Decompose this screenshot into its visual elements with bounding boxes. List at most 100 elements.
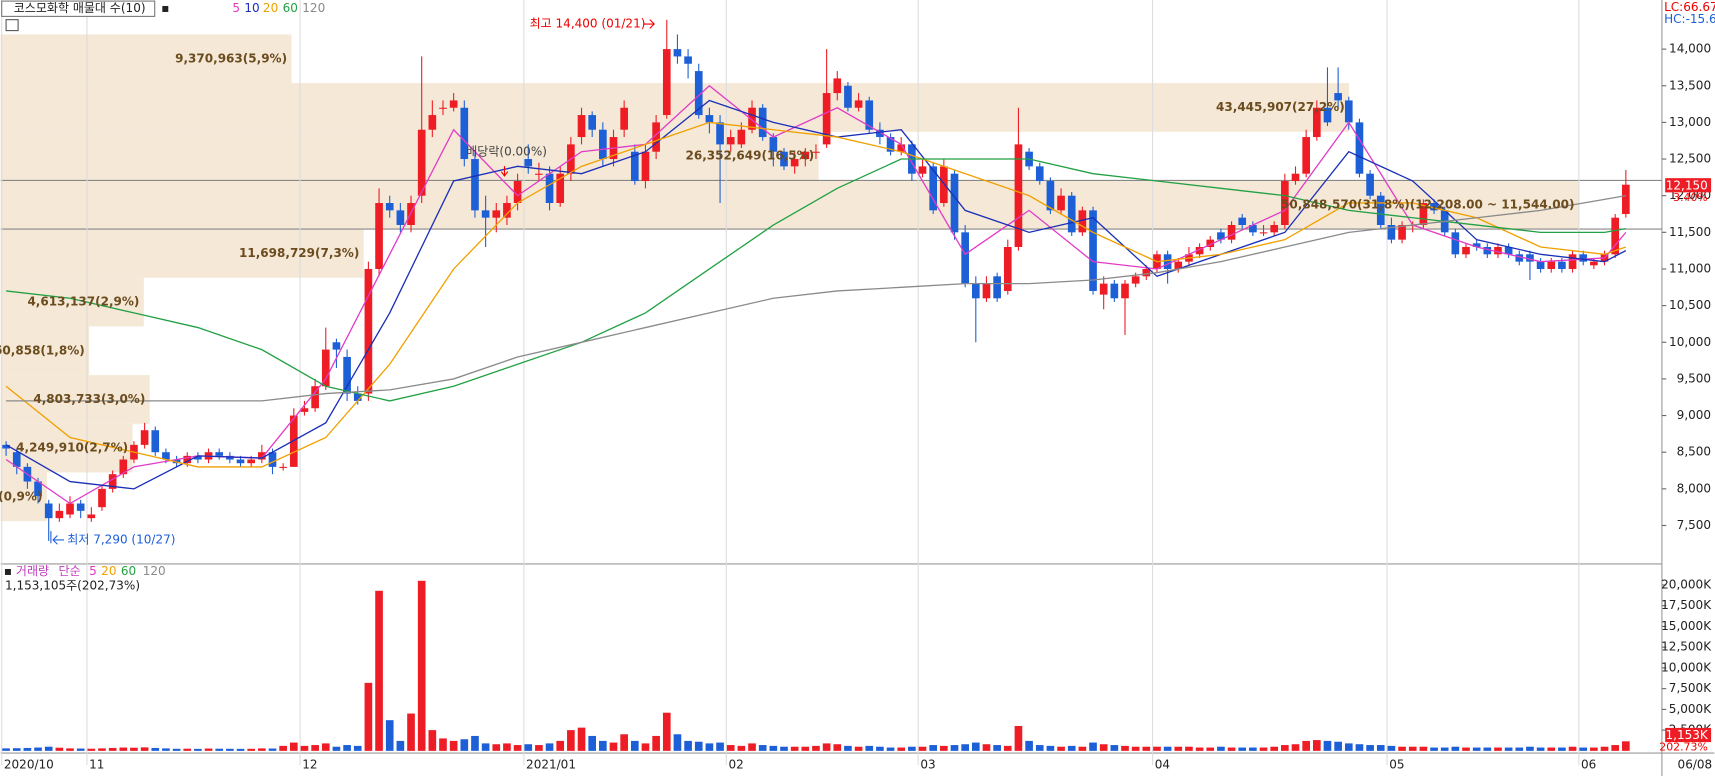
candle-body: [258, 452, 266, 460]
volume-bar: [1419, 746, 1428, 751]
volume-bar: [55, 747, 64, 751]
volume-bar: [694, 741, 703, 751]
x-tick-label: 02: [729, 758, 744, 772]
y-tick-label: 10,500: [1669, 298, 1711, 312]
volume-label: 거래량: [16, 564, 49, 578]
x-tick-label: 03: [920, 758, 935, 772]
candle-body: [311, 386, 319, 409]
candle-body: [1622, 184, 1630, 215]
candle-body: [1419, 203, 1428, 226]
candle-body: [1195, 246, 1204, 255]
candle-body: [1099, 283, 1108, 295]
volume-bar: [1249, 747, 1257, 751]
profile-bar: [0, 326, 90, 376]
x-tick-label: 2021/01: [526, 758, 576, 772]
y-tick-label: 11,000: [1669, 261, 1711, 275]
volume-bar: [993, 745, 1001, 751]
candle-body: [300, 408, 309, 412]
x-tick-label: 06/08: [1678, 758, 1713, 772]
volume-bar: [439, 738, 447, 751]
volume-bar: [1057, 746, 1065, 751]
low-label: 최저 7,290 (10/27): [67, 532, 175, 546]
candle-body: [364, 268, 373, 394]
volume-bar: [503, 743, 511, 751]
volume-bar: [140, 747, 149, 751]
volume-bar: [1366, 745, 1374, 751]
candle-body: [1003, 246, 1012, 291]
volume-bar: [971, 742, 980, 751]
volume-bar: [1611, 745, 1620, 751]
volume-bar: [1451, 746, 1460, 751]
volume-bar: [1494, 747, 1502, 751]
y-tick-label: 9,000: [1677, 408, 1711, 422]
volume-bar: [1504, 747, 1513, 751]
moving-average-line: [5, 84, 1627, 505]
volume-bar: [98, 748, 106, 751]
volume-bar: [1121, 745, 1129, 751]
candle-body: [801, 151, 810, 160]
profile-bar: [0, 34, 292, 84]
volume-bar: [1526, 746, 1534, 751]
profile-label: 50,848,570(31,8%): [1281, 197, 1410, 211]
volume-bar: [12, 748, 21, 751]
profile-label: 4,613,137(2,9%): [27, 295, 139, 309]
profile-label: 26,352,649(16,5%): [685, 149, 814, 163]
candle-body: [1579, 254, 1588, 262]
candle-body: [1376, 195, 1385, 226]
volume-bar: [1312, 740, 1321, 751]
volume-bar: [1334, 741, 1342, 751]
candle-body: [748, 107, 756, 130]
candle-body: [790, 159, 799, 167]
candle-body: [1558, 261, 1566, 269]
candle-body: [1568, 254, 1577, 269]
candle-body: [1217, 232, 1225, 240]
volume-bar: [1014, 725, 1023, 751]
profile-bar: [0, 131, 819, 181]
volume-bar: [630, 740, 639, 751]
ex-dividend-label: 배당락(0.00%): [466, 144, 547, 158]
candle-body: [1249, 225, 1257, 233]
volume-bar: [1590, 747, 1598, 751]
volume-bar: [1067, 745, 1076, 751]
volume-tag-box: [1665, 727, 1712, 743]
legend-entry: 20: [263, 1, 278, 15]
grid-icon[interactable]: [5, 19, 19, 32]
volume-bar: [34, 747, 42, 751]
y-tick-label: 12,500: [1669, 152, 1711, 166]
candle-body: [812, 151, 820, 153]
candle-body: [1142, 268, 1151, 277]
volume-bar: [1579, 747, 1588, 751]
volume-bar: [289, 742, 298, 751]
candle-body: [662, 49, 671, 116]
candle-body: [1536, 261, 1545, 269]
y-tick-label: 20,000K: [1661, 577, 1712, 591]
volume-bar: [567, 730, 575, 751]
candle-body: [556, 173, 565, 204]
volume-bar: [1440, 747, 1449, 751]
candle-body: [726, 137, 735, 145]
legend-entry: 5: [232, 1, 240, 15]
profile-bar: [0, 180, 1579, 230]
price-tag: 12,150: [1666, 178, 1708, 192]
chart-title: 코스모화학 매물대 수(10): [14, 1, 146, 15]
candle-body: [76, 503, 85, 511]
volume-bar: [471, 735, 479, 751]
profile-bar: [0, 277, 144, 327]
candle-body: [886, 137, 895, 152]
candle-body: [1312, 107, 1321, 138]
legend-entry: 60: [283, 1, 298, 15]
candle-body: [471, 159, 479, 211]
candle-body: [1472, 243, 1481, 247]
volume-bar: [1622, 741, 1630, 751]
y-tick-label: 14,000: [1669, 42, 1711, 56]
volume-bar: [119, 747, 128, 751]
candle-body: [1547, 261, 1556, 269]
candle-body: [1366, 173, 1374, 196]
candle-body: [1089, 210, 1097, 291]
volume-bar: [1046, 745, 1055, 751]
volume-bar: [481, 743, 490, 751]
volume-bar: [66, 748, 74, 751]
candle-body: [481, 210, 490, 218]
candle-body: [652, 122, 660, 152]
volume-bar: [1323, 740, 1332, 751]
